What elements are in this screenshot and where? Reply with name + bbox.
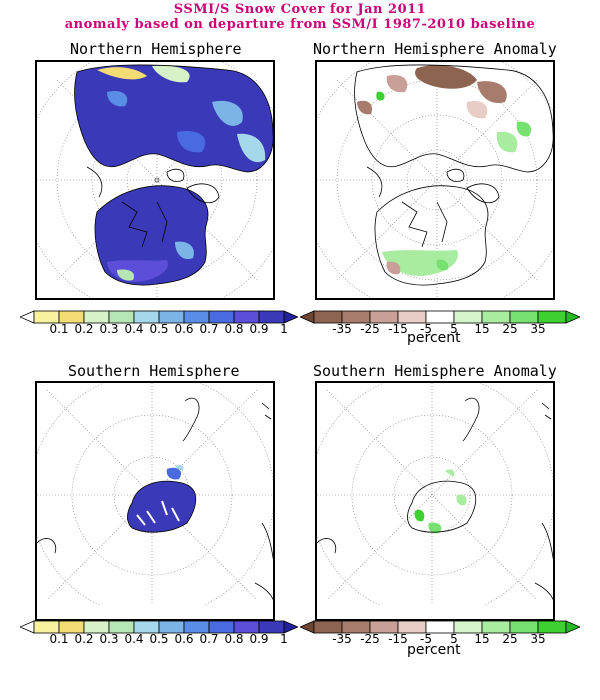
anomaly-colorbar-end-high (565, 310, 580, 324)
cover-colorbar-tick-label: 0.6 (174, 322, 194, 336)
cover-colorbar-tick-label: 0.5 (149, 632, 169, 646)
cover-colorbar-tick-label: 0.8 (224, 632, 244, 646)
panel-title-nh: Northern Hemisphere (70, 40, 242, 58)
anomaly-positive-antarctica (414, 509, 425, 522)
anomaly-colorbar-tick-label: 15 (474, 322, 490, 336)
cover-colorbar-tick-label: 0.9 (249, 322, 269, 336)
anomaly-colorbar-tick-label: -25 (360, 322, 380, 336)
anomaly-colorbar-end-high (565, 620, 580, 634)
cover-colorbar-tick-label: 0.3 (99, 322, 119, 336)
land-outlines (74, 64, 273, 286)
cover-colorbar-tick-label: 0.8 (224, 322, 244, 336)
cover-colorbar-tick-label: 0.4 (124, 322, 144, 336)
colorbar-anomaly-sh (300, 620, 580, 634)
anomaly-colorbar-tick-label: -35 (332, 322, 352, 336)
snow-antarctica (127, 481, 196, 533)
cover-colorbar-end-low (20, 310, 35, 324)
cover-colorbar-tick-label: 0.9 (249, 632, 269, 646)
cover-colorbar-tick-label: 0.2 (74, 632, 94, 646)
cover-colorbar-end-high (283, 310, 298, 324)
cover-colorbar-tick-label: 1 (280, 632, 288, 646)
anomaly-positive-eurasia (496, 131, 518, 153)
colorbar-cover-sh (20, 620, 298, 634)
figure-subtitle: anomaly based on departure from SSM/I 19… (64, 17, 536, 32)
anomaly-colorbar-tick-label: -5 (420, 632, 432, 646)
cover-colorbar-tick-label: 0.7 (199, 632, 219, 646)
map-nh (35, 60, 275, 300)
anomaly-colorbar-tick-label: 5 (450, 632, 458, 646)
cover-colorbar-tick-label: 0.6 (174, 632, 194, 646)
anomaly-colorbar-tick-label: -15 (388, 632, 408, 646)
anomaly-colorbar-tick-label: 35 (530, 322, 546, 336)
anomaly-colorbar-tick-label: 25 (502, 322, 518, 336)
anomaly-colorbar-tick-label: 35 (530, 632, 546, 646)
anomaly-negative-eurasia (415, 65, 477, 89)
colorbar-anomaly-nh (300, 310, 580, 324)
anomaly-colorbar-tick-label: -15 (388, 322, 408, 336)
colorbar-anomaly-sh-unit: percent (407, 642, 461, 658)
panel-title-sh: Southern Hemisphere (68, 362, 240, 380)
figure-title: SSMI/S Snow Cover for Jan 2011 (173, 2, 427, 17)
cover-colorbar-tick-label: 0.3 (99, 632, 119, 646)
panel-title-sh-anomaly: Southern Hemisphere Anomaly (313, 362, 557, 380)
map-sh-anomaly (315, 381, 555, 621)
map-sh (35, 381, 275, 621)
colorbar-cover-nh (20, 310, 298, 324)
cover-colorbar-tick-label: 0.4 (124, 632, 144, 646)
anomaly-colorbar-tick-label: 15 (474, 632, 490, 646)
cover-colorbar-end-low (20, 620, 35, 634)
panel-title-nh-anomaly: Northern Hemisphere Anomaly (313, 40, 557, 58)
anomaly-colorbar-end-low (300, 620, 315, 634)
anomaly-colorbar-tick-label: 25 (502, 632, 518, 646)
cover-colorbar-tick-label: 1 (280, 322, 288, 336)
cover-colorbar-tick-label: 0.1 (49, 322, 69, 336)
anomaly-colorbar-tick-label: -5 (420, 322, 432, 336)
anomaly-colorbar-tick-label: 5 (450, 322, 458, 336)
cover-colorbar-tick-label: 0.7 (199, 322, 219, 336)
anomaly-positive-north-america (382, 250, 458, 276)
anomaly-colorbar-end-low (300, 310, 315, 324)
cover-colorbar-end-high (283, 620, 298, 634)
snow-eurasia (74, 65, 273, 172)
cover-colorbar-tick-label: 0.1 (49, 632, 69, 646)
anomaly-colorbar-tick-label: -25 (360, 632, 380, 646)
colorbar-anomaly-nh-unit: percent (407, 330, 461, 346)
anomaly-colorbar-tick-label: -35 (332, 632, 352, 646)
map-nh-anomaly (315, 60, 555, 300)
cover-colorbar-tick-label: 0.5 (149, 322, 169, 336)
cover-colorbar-tick-label: 0.2 (74, 322, 94, 336)
